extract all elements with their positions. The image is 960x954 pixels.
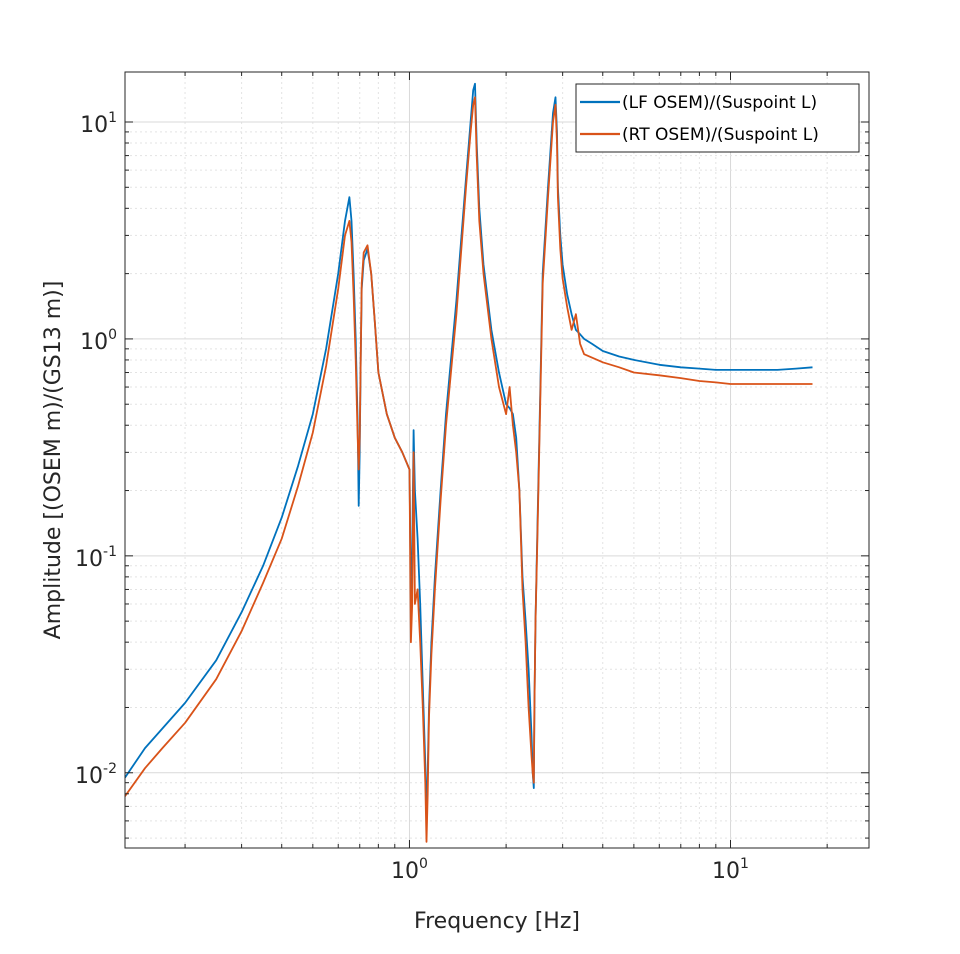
series-line-1: [125, 96, 813, 843]
grid-lines: [125, 72, 869, 848]
legend: (LF OSEM)/(Suspoint L) (RT OSEM)/(Suspoi…: [575, 83, 860, 153]
series-lines: [125, 82, 813, 843]
x-axis-label: Frequency [Hz]: [414, 909, 580, 934]
plot-area: [125, 72, 869, 848]
x-tick-label: 100: [391, 856, 428, 884]
y-tick-label: 101: [80, 110, 117, 138]
x-tick-label: 101: [712, 856, 749, 884]
y-tick-label: 10-1: [75, 544, 117, 572]
axis-ticks: 100 101 10-2 10-1 100 101: [75, 72, 869, 884]
plot-frame: [124, 71, 870, 849]
legend-entry-lf: (LF OSEM)/(Suspoint L): [622, 93, 817, 113]
legend-entry-rt: (RT OSEM)/(Suspoint L): [622, 125, 819, 145]
y-tick-label: 100: [80, 327, 117, 355]
y-axis-label: Amplitude [(OSEM m)/(GS13 m)]: [41, 281, 66, 640]
legend-box: [575, 83, 860, 153]
y-tick-label: 10-2: [75, 761, 117, 789]
